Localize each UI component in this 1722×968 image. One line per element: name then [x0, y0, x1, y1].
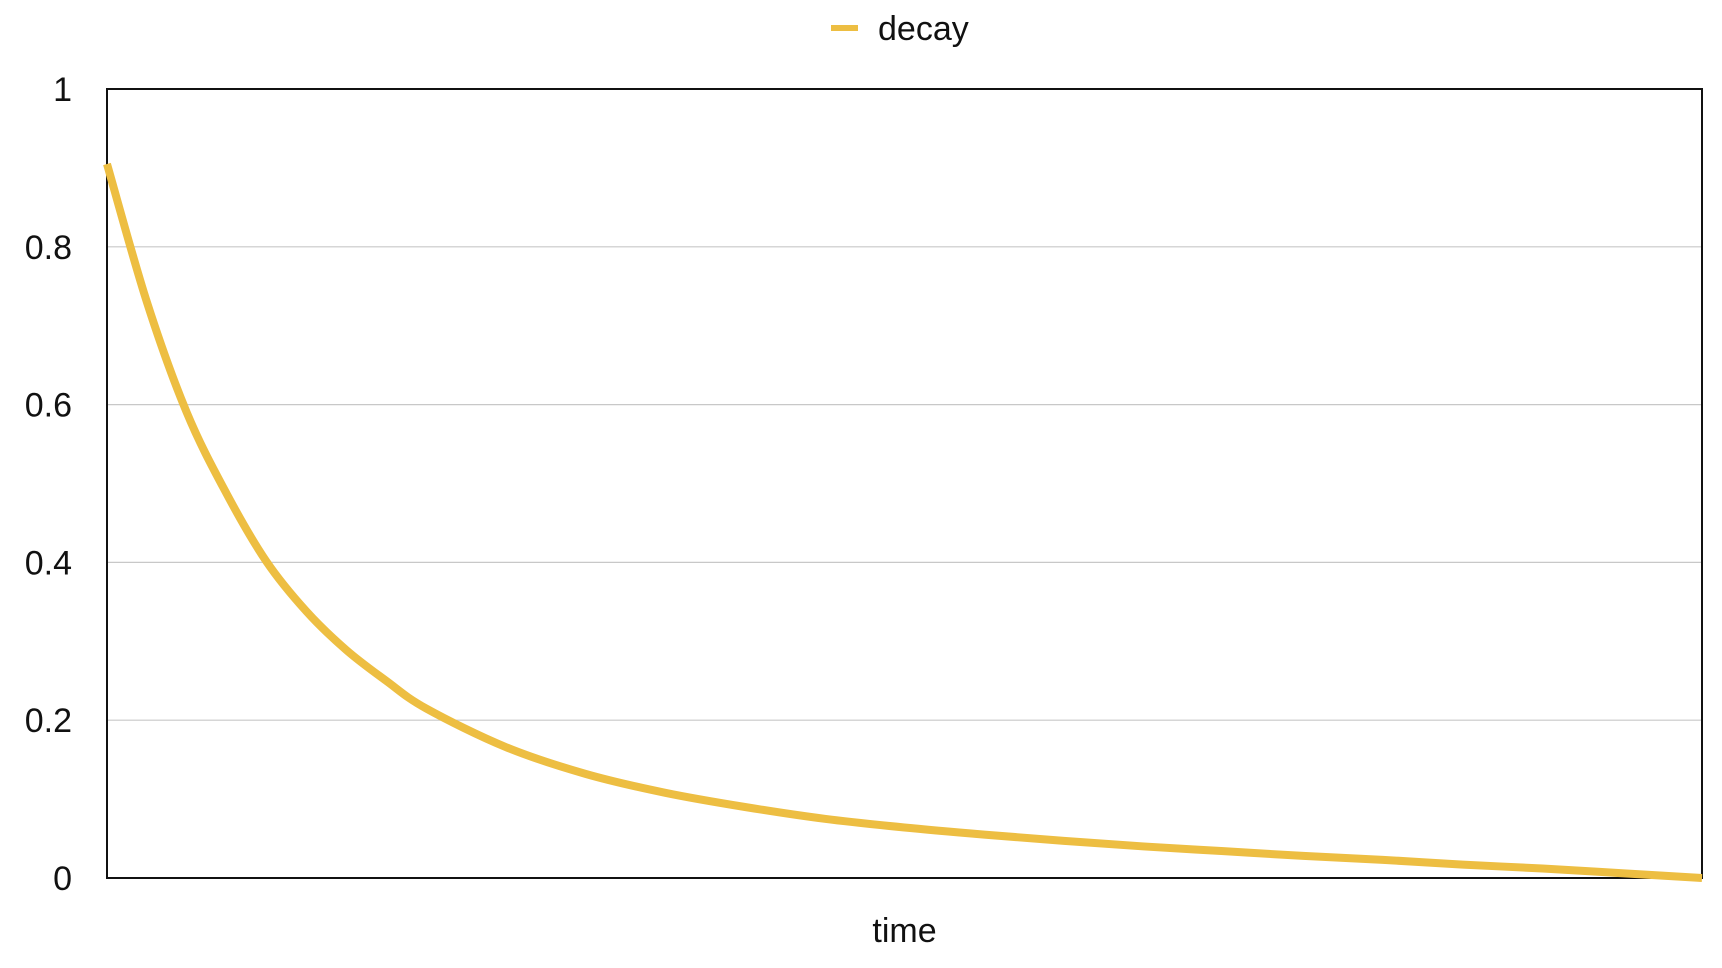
- legend-label-decay: decay: [878, 10, 969, 48]
- y-axis-ticks: 0 0.2 0.4 0.6 0.8 1: [25, 71, 72, 898]
- series-line-decay: [103, 162, 1703, 882]
- legend: decay: [831, 10, 969, 48]
- gridlines: [107, 246, 1702, 721]
- y-tick-label: 0.4: [25, 544, 72, 582]
- plot-frame: [106, 88, 1703, 879]
- x-axis-label: time: [872, 912, 936, 950]
- y-tick-label: 0: [53, 860, 72, 898]
- series-group: [103, 162, 1703, 882]
- y-tick-label: 1: [53, 71, 72, 109]
- y-tick-label: 0.2: [25, 702, 72, 740]
- y-tick-label: 0.6: [25, 387, 72, 425]
- y-tick-label: 0.8: [25, 229, 72, 267]
